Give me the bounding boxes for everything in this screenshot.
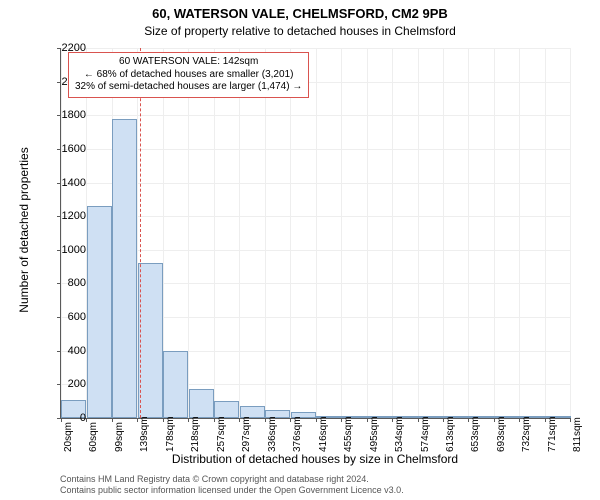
x-tick-mark xyxy=(316,418,317,422)
x-tick-mark xyxy=(494,418,495,422)
x-tick-label: 99sqm xyxy=(114,422,125,452)
gridline-h xyxy=(61,149,571,150)
x-tick-label: 455sqm xyxy=(343,416,354,452)
histogram-bar xyxy=(189,389,214,418)
annotation-line-2: ← 68% of detached houses are smaller (3,… xyxy=(75,69,302,82)
x-tick-mark xyxy=(367,418,368,422)
x-tick-mark xyxy=(392,418,393,422)
x-tick-label: 60sqm xyxy=(88,422,99,452)
x-tick-label: 732sqm xyxy=(521,416,532,452)
gridline-v xyxy=(392,48,393,418)
x-tick-mark xyxy=(341,418,342,422)
x-tick-label: 534sqm xyxy=(394,416,405,452)
histogram-bar xyxy=(163,351,188,418)
y-tick-label: 1800 xyxy=(46,109,86,121)
footer-line-2: Contains public sector information licen… xyxy=(60,485,570,496)
y-tick-label: 1600 xyxy=(46,143,86,155)
gridline-v xyxy=(188,48,189,418)
chart-title: 60, WATERSON VALE, CHELMSFORD, CM2 9PB xyxy=(0,6,600,21)
x-tick-label: 574sqm xyxy=(420,416,431,452)
y-tick-label: 200 xyxy=(46,378,86,390)
annotation-line-3: 32% of semi-detached houses are larger (… xyxy=(75,81,302,94)
chart-subtitle: Size of property relative to detached ho… xyxy=(0,24,600,38)
y-tick-label: 1400 xyxy=(46,177,86,189)
x-tick-label: 139sqm xyxy=(139,416,150,452)
x-tick-label: 376sqm xyxy=(292,416,303,452)
y-tick-label: 0 xyxy=(46,412,86,424)
chart-footer: Contains HM Land Registry data © Crown c… xyxy=(60,474,570,496)
reference-line xyxy=(140,48,141,418)
gridline-v xyxy=(418,48,419,418)
gridline-v xyxy=(545,48,546,418)
gridline-v xyxy=(570,48,571,418)
gridline-v xyxy=(519,48,520,418)
histogram-bar xyxy=(112,119,137,418)
gridline-h xyxy=(61,216,571,217)
gridline-h xyxy=(61,183,571,184)
gridline-v xyxy=(316,48,317,418)
gridline-v xyxy=(341,48,342,418)
histogram-bar xyxy=(87,206,112,418)
x-tick-mark xyxy=(214,418,215,422)
y-tick-label: 1200 xyxy=(46,210,86,222)
gridline-v xyxy=(494,48,495,418)
x-tick-label: 495sqm xyxy=(369,416,380,452)
y-axis-label: Number of detached properties xyxy=(17,130,31,330)
x-tick-label: 336sqm xyxy=(267,416,278,452)
x-tick-mark xyxy=(545,418,546,422)
x-tick-label: 771sqm xyxy=(547,416,558,452)
x-tick-mark xyxy=(265,418,266,422)
x-tick-mark xyxy=(418,418,419,422)
gridline-v xyxy=(290,48,291,418)
plot-area xyxy=(60,48,571,419)
x-axis-label: Distribution of detached houses by size … xyxy=(60,452,570,466)
annotation-box: 60 WATERSON VALE: 142sqm← 68% of detache… xyxy=(68,52,309,98)
y-tick-label: 600 xyxy=(46,311,86,323)
x-tick-label: 811sqm xyxy=(572,417,583,452)
gridline-v xyxy=(214,48,215,418)
gridline-v xyxy=(239,48,240,418)
x-tick-label: 297sqm xyxy=(241,416,252,452)
gridline-v xyxy=(265,48,266,418)
x-tick-mark xyxy=(163,418,164,422)
histogram-bar xyxy=(138,263,163,418)
x-tick-label: 693sqm xyxy=(496,416,507,452)
gridline-v xyxy=(468,48,469,418)
x-tick-mark xyxy=(443,418,444,422)
gridline-h xyxy=(61,48,571,49)
annotation-line-1: 60 WATERSON VALE: 142sqm xyxy=(75,56,302,69)
footer-line-1: Contains HM Land Registry data © Crown c… xyxy=(60,474,570,485)
x-tick-label: 653sqm xyxy=(470,416,481,452)
gridline-h xyxy=(61,115,571,116)
y-axis-label-wrap: Number of detached properties xyxy=(14,48,30,418)
y-tick-label: 1000 xyxy=(46,244,86,256)
y-tick-label: 400 xyxy=(46,345,86,357)
x-tick-label: 218sqm xyxy=(190,416,201,452)
x-tick-label: 613sqm xyxy=(445,416,456,452)
x-tick-mark xyxy=(112,418,113,422)
x-tick-label: 20sqm xyxy=(63,422,74,452)
gridline-v xyxy=(61,48,62,418)
gridline-v xyxy=(367,48,368,418)
x-tick-label: 178sqm xyxy=(165,416,176,452)
x-tick-label: 416sqm xyxy=(318,416,329,452)
chart-container: 60, WATERSON VALE, CHELMSFORD, CM2 9PB S… xyxy=(0,0,600,500)
x-tick-label: 257sqm xyxy=(216,416,227,452)
y-tick-label: 800 xyxy=(46,277,86,289)
gridline-h xyxy=(61,250,571,251)
gridline-v xyxy=(443,48,444,418)
